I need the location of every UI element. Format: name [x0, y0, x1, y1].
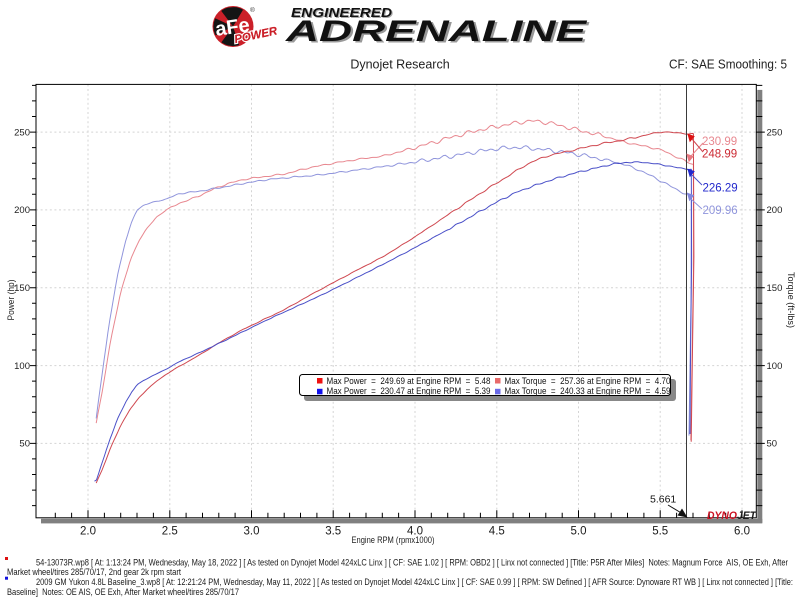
svg-text:DYNO: DYNO — [707, 510, 737, 522]
svg-text:Torque (ft-lbs): Torque (ft-lbs) — [785, 272, 796, 328]
svg-text:54-13073R.wp8 [ At: 1:13:24 PM: 54-13073R.wp8 [ At: 1:13:24 PM, Wednesda… — [36, 557, 788, 567]
svg-text:JET: JET — [737, 510, 757, 522]
svg-text:Baseline] Notes: OE AIS, OE E: Baseline] Notes: OE AIS, OE Exh, After M… — [7, 587, 239, 597]
svg-text:4.5: 4.5 — [489, 526, 505, 538]
svg-text:2.0: 2.0 — [80, 526, 96, 538]
svg-text:100: 100 — [767, 361, 783, 372]
svg-text:Max Torque = 257.36 at Engin: Max Torque = 257.36 at Engine RPM = 4.70 — [505, 376, 671, 387]
svg-text:2009 GM Yukon 4.8L Baseline_3.: 2009 GM Yukon 4.8L Baseline_3.wp8 [ At: … — [36, 577, 793, 587]
svg-text:Engine RPM (rpmx1000): Engine RPM (rpmx1000) — [352, 535, 435, 545]
svg-text:ADRENALINE: ADRENALINE — [284, 15, 587, 48]
svg-text:50: 50 — [767, 439, 778, 450]
svg-text:Market wheel/tires 285/70/17,: Market wheel/tires 285/70/17, 2nd gear 2… — [7, 567, 181, 577]
svg-text:Dynojet Research: Dynojet Research — [350, 58, 449, 72]
svg-text:2.5: 2.5 — [162, 526, 178, 538]
svg-text:3.0: 3.0 — [244, 526, 260, 538]
svg-text:150: 150 — [14, 283, 30, 294]
svg-text:100: 100 — [14, 361, 30, 372]
svg-text:248.99: 248.99 — [702, 149, 737, 161]
svg-text:200: 200 — [14, 205, 30, 216]
svg-text:Max Power = 230.47 at Engine: Max Power = 230.47 at Engine RPM = 5.39 — [327, 386, 491, 397]
svg-text:6.0: 6.0 — [734, 526, 750, 538]
svg-text:aFe: aFe — [214, 14, 251, 41]
svg-text:209.96: 209.96 — [703, 205, 738, 217]
svg-text:250: 250 — [767, 127, 783, 138]
svg-text:230.99: 230.99 — [702, 136, 737, 148]
svg-text:5.0: 5.0 — [571, 526, 587, 538]
svg-text:200: 200 — [767, 205, 783, 216]
svg-text:226.29: 226.29 — [703, 183, 738, 195]
svg-text:Max Torque = 240.33 at Engin: Max Torque = 240.33 at Engine RPM = 4.59 — [505, 386, 671, 397]
svg-text:150: 150 — [767, 283, 783, 294]
svg-text:®: ® — [250, 6, 255, 14]
svg-text:Max Power = 249.69 at Engine: Max Power = 249.69 at Engine RPM = 5.48 — [327, 376, 491, 387]
svg-text:5.5: 5.5 — [652, 526, 668, 538]
svg-text:ENGINEERED: ENGINEERED — [291, 5, 393, 20]
svg-text:3.5: 3.5 — [325, 526, 341, 538]
svg-text:4.0: 4.0 — [407, 526, 423, 538]
svg-text:5.661: 5.661 — [650, 494, 676, 506]
svg-text:50: 50 — [19, 439, 30, 450]
svg-text:250: 250 — [14, 127, 30, 138]
svg-text:CF: SAE Smoothing: 5: CF: SAE Smoothing: 5 — [669, 58, 787, 72]
svg-text:Power (hp): Power (hp) — [6, 280, 17, 321]
